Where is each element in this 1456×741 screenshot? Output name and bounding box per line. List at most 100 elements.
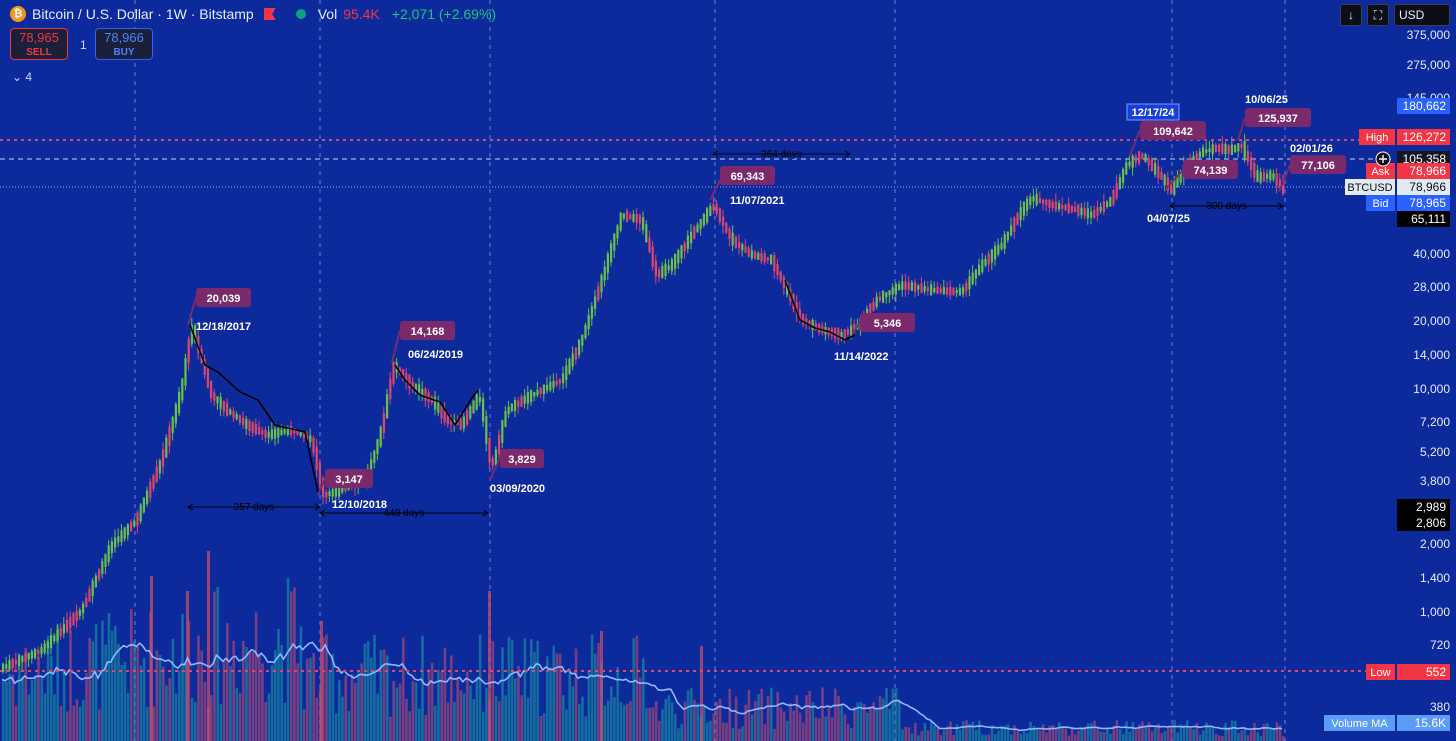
trough-price: 3,829 bbox=[508, 454, 536, 466]
buy-button[interactable]: 78,966 BUY bbox=[95, 28, 153, 60]
price-axis[interactable]: 375,000275,000145,00040,00028,00020,0001… bbox=[1395, 0, 1456, 741]
candle-body bbox=[309, 435, 312, 443]
peak-price-box bbox=[1245, 108, 1311, 127]
peak-price-box bbox=[400, 321, 455, 340]
volume-bar bbox=[629, 701, 632, 741]
candle-body bbox=[888, 290, 891, 296]
volume-bar bbox=[146, 707, 149, 741]
sell-button[interactable]: 78,965 SELL bbox=[10, 28, 68, 60]
volume-bar bbox=[606, 700, 610, 741]
volume-bar bbox=[718, 698, 722, 741]
buy-price: 78,966 bbox=[104, 30, 144, 45]
volume-bar bbox=[885, 688, 888, 741]
span-arrow bbox=[712, 150, 851, 158]
candle-body bbox=[667, 265, 670, 270]
volume-bar bbox=[514, 678, 517, 741]
volume-bar bbox=[107, 613, 111, 741]
volume-bar bbox=[760, 688, 763, 741]
candle-body bbox=[901, 281, 904, 290]
candle-body bbox=[110, 541, 113, 554]
volume-bar bbox=[494, 696, 498, 741]
indicator-toggle[interactable]: ⌄ 4 bbox=[12, 70, 33, 84]
price-tag-box bbox=[1397, 211, 1450, 227]
candle-body bbox=[715, 203, 718, 215]
flag-icon[interactable] bbox=[263, 8, 276, 20]
currency-select[interactable]: USD bbox=[1394, 4, 1450, 26]
candle-body bbox=[558, 379, 561, 384]
axis-tick: 7,200 bbox=[1420, 415, 1450, 429]
candle-body bbox=[965, 282, 968, 292]
candle-body bbox=[1013, 217, 1016, 232]
volume-bar bbox=[360, 663, 363, 741]
price-tag-label: High bbox=[1366, 132, 1389, 144]
candle-body bbox=[1090, 211, 1093, 218]
volume-bar bbox=[510, 639, 514, 741]
candle-body bbox=[1144, 153, 1147, 163]
candle-body bbox=[277, 428, 280, 438]
symbol-header[interactable]: ₿ Bitcoin / U.S. Dollar · 1W · Bitstamp … bbox=[10, 6, 496, 22]
candle-body bbox=[373, 450, 376, 464]
volume-bar bbox=[430, 663, 434, 741]
price-tag-box bbox=[1397, 195, 1450, 211]
volume-bar bbox=[123, 662, 127, 741]
candle-body bbox=[21, 656, 24, 663]
candle-body bbox=[91, 580, 94, 596]
candle-body bbox=[274, 428, 277, 439]
candle-body bbox=[283, 429, 286, 434]
volume-bar bbox=[642, 658, 645, 741]
candle-body bbox=[1173, 179, 1176, 195]
candle-body bbox=[776, 263, 779, 276]
volume-bar bbox=[427, 669, 431, 741]
volume-bar bbox=[1272, 728, 1275, 741]
volume-bar bbox=[872, 702, 875, 741]
candle-body bbox=[635, 213, 638, 224]
candle-body bbox=[578, 339, 581, 355]
volume-bar bbox=[1166, 727, 1170, 741]
volume-bar bbox=[59, 705, 63, 741]
volume-bar bbox=[776, 692, 779, 741]
candle-body bbox=[472, 400, 475, 414]
candle-body bbox=[1157, 166, 1160, 179]
volume-bar bbox=[110, 630, 114, 741]
volume-bar bbox=[373, 634, 376, 741]
volume-bar bbox=[1243, 726, 1247, 741]
volume-bar bbox=[1227, 726, 1231, 741]
volume-bar bbox=[472, 699, 475, 741]
candle-body bbox=[107, 545, 110, 562]
volume-bar bbox=[894, 688, 898, 741]
volume-bar bbox=[728, 688, 731, 741]
candle-body bbox=[795, 302, 798, 314]
volume-bar bbox=[549, 667, 552, 741]
candle-body bbox=[680, 245, 683, 259]
candle-body bbox=[962, 287, 965, 294]
quantity-value[interactable]: 1 bbox=[80, 38, 87, 52]
candle-body bbox=[946, 287, 949, 295]
download-icon[interactable]: ↓ bbox=[1340, 4, 1362, 26]
volume-bar bbox=[462, 693, 466, 741]
symbol-title[interactable]: Bitcoin / U.S. Dollar · 1W · Bitstamp bbox=[32, 6, 254, 22]
fullscreen-icon[interactable]: ⛶ bbox=[1367, 4, 1389, 26]
volume-bar bbox=[376, 693, 379, 741]
volume-bar bbox=[1256, 732, 1259, 741]
volume-bar bbox=[1250, 730, 1253, 741]
volume-bar bbox=[1186, 720, 1189, 741]
price-tag-value: 105,358 bbox=[1403, 152, 1447, 166]
candle-body bbox=[341, 487, 344, 493]
candle-body bbox=[1122, 168, 1125, 183]
volume-bar bbox=[1064, 728, 1067, 741]
volume-bar bbox=[46, 635, 50, 741]
candle-body bbox=[898, 284, 901, 291]
volume-bar bbox=[1154, 727, 1157, 741]
volume-bar bbox=[366, 640, 370, 741]
candle-body bbox=[1115, 182, 1118, 199]
pointer-line bbox=[1279, 164, 1291, 191]
volume-bar bbox=[1138, 724, 1141, 741]
axis-tick: 2,000 bbox=[1420, 537, 1450, 551]
candle-body bbox=[197, 336, 200, 353]
volume-bar bbox=[715, 702, 719, 741]
axis-tick: 1,000 bbox=[1420, 605, 1450, 619]
volume-bar bbox=[782, 711, 786, 741]
candle-body bbox=[264, 429, 267, 438]
candle-body bbox=[174, 404, 177, 424]
